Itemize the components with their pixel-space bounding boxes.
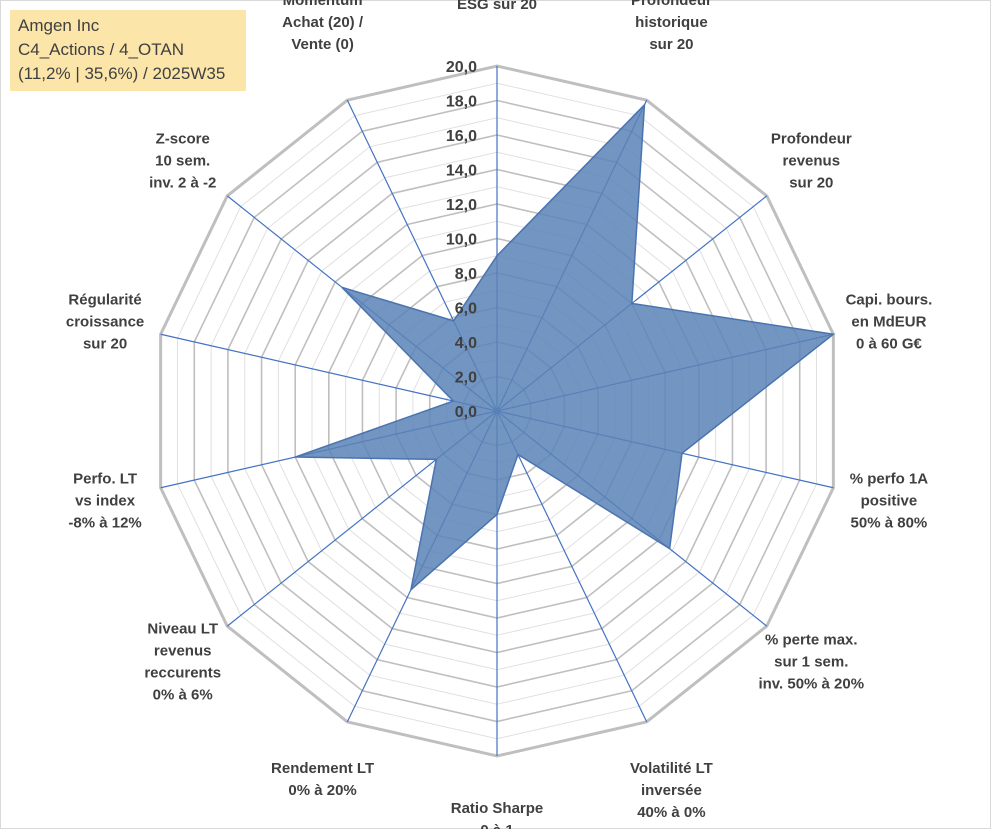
axis-label-line: sur 1 sem.	[774, 654, 848, 671]
axis-label-line: 40% à 0%	[637, 804, 705, 821]
axis-label: Rendement LT 0% à 20%	[271, 760, 374, 799]
tick-label: 8,0	[455, 266, 477, 283]
tick-label: 14,0	[446, 163, 477, 180]
axis-label-line: Momentum	[283, 0, 363, 9]
title-stats: (11,2% | 35,6%) / 2025W35	[18, 64, 226, 83]
axis-label-line: Régularité	[68, 292, 141, 309]
axis-label-line: sur 20	[789, 174, 833, 191]
axis-label-line: reccurents	[144, 665, 221, 682]
axis-label: Profondeur historique sur 20	[631, 0, 712, 53]
axis-label-line: Volatilité LT	[630, 760, 713, 777]
chart-title-box: Amgen Inc C4_Actions / 4_OTAN (11,2% | 3…	[10, 10, 246, 91]
tick-label: 6,0	[455, 301, 477, 318]
radar-axis-labels: NoteESG sur 20 Profondeur historique sur 20…	[66, 0, 932, 829]
axis-label-line: 0 à 60 G€	[856, 336, 923, 353]
axis-label-line: Capi. bours.	[846, 292, 933, 309]
axis-label-line: revenus	[154, 643, 212, 660]
axis-label-line: inv. 2 à -2	[149, 174, 216, 191]
axis-label-line: % perte max.	[765, 632, 858, 649]
axis-label: Régularité croissance sur 20	[66, 292, 144, 353]
axis-label: Capi. bours. en MdEUR 0 à 60 G€	[846, 292, 933, 353]
series-area	[294, 102, 836, 592]
axis-label-line: sur 20	[649, 36, 693, 53]
axis-label-line: Z-score	[156, 130, 210, 147]
radar-ticks: 0,0 2,0 4,0 6,0 8,0 10,0 12,0 14,0 16,0 18,0 20,0	[446, 59, 477, 421]
axis-label: Momentum Achat (20) / Vente (0)	[282, 0, 364, 53]
axis-label-line: inv. 50% à 20%	[758, 676, 864, 693]
axis-label-line: 0% à 20%	[288, 782, 356, 799]
axis-label-line: 50% à 80%	[851, 514, 928, 531]
axis-label: % perfo 1A positive 50% à 80%	[850, 470, 929, 531]
tick-label: 2,0	[455, 370, 477, 387]
axis-label-line: Profondeur	[631, 0, 712, 9]
axis-label: Perfo. LT vs index -8% à 12%	[68, 470, 141, 531]
axis-label-line: % perfo 1A	[850, 470, 929, 487]
axis-label: Ratio Sharpe 0 à 1	[451, 800, 544, 829]
axis-label-line: -8% à 12%	[68, 514, 141, 531]
axis-label-line: croissance	[66, 314, 144, 331]
axis-label-line: vs index	[75, 492, 136, 509]
axis-label-line: 0% à 6%	[153, 687, 213, 704]
axis-label-line: inversée	[641, 782, 702, 799]
axis-label: % perte max. sur 1 sem. inv. 50% à 20%	[758, 632, 864, 693]
axis-label-line: Profondeur	[771, 130, 852, 147]
axis-label-line: Perfo. LT	[73, 470, 137, 487]
radar-series	[294, 102, 836, 592]
tick-label: 0,0	[455, 404, 477, 421]
axis-label-line: Ratio Sharpe	[451, 800, 544, 817]
axis-label-line: historique	[635, 14, 708, 31]
axis-label-line: 10 sem.	[155, 152, 210, 169]
tick-label: 20,0	[446, 59, 477, 76]
axis-label-line: revenus	[783, 152, 841, 169]
tick-label: 4,0	[455, 335, 477, 352]
tick-label: 10,0	[446, 232, 477, 249]
axis-label: NoteESG sur 20	[457, 0, 537, 13]
axis-label-line: sur 20	[83, 336, 127, 353]
tick-label: 12,0	[446, 197, 477, 214]
title-category: C4_Actions / 4_OTAN	[18, 40, 184, 59]
axis-label-line: Rendement LT	[271, 760, 374, 777]
axis-label-line: Niveau LT	[147, 621, 218, 638]
axis-label-line: 0 à 1	[480, 822, 513, 829]
axis-label-line: en MdEUR	[851, 314, 926, 331]
axis-label-line: positive	[861, 492, 918, 509]
title-company: Amgen Inc	[18, 16, 100, 35]
axis-spoke	[160, 333, 498, 412]
tick-label: 18,0	[446, 94, 477, 111]
axis-label: Volatilité LT inversée 40% à 0%	[630, 760, 713, 821]
axis-label-line: ESG sur 20	[457, 0, 537, 13]
axis-label: Z-score 10 sem. inv. 2 à -2	[149, 130, 216, 191]
axis-label: Niveau LT revenus reccurents 0% à 6%	[144, 621, 221, 704]
axis-label-line: Achat (20) /	[282, 14, 364, 31]
axis-label-line: Vente (0)	[291, 36, 354, 53]
tick-label: 16,0	[446, 128, 477, 145]
axis-label: Profondeur revenus sur 20	[771, 130, 852, 191]
axis-spoke	[496, 410, 648, 723]
